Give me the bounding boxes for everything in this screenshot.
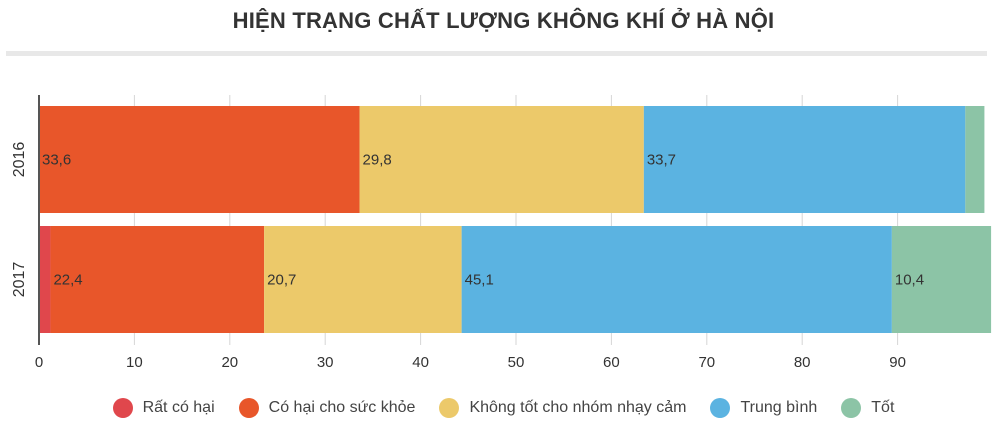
- x-tick-label: 70: [698, 354, 715, 371]
- legend-swatch: [841, 398, 862, 418]
- legend-swatch: [710, 398, 731, 418]
- legend-swatch: [439, 398, 460, 418]
- bar-segment: [359, 106, 644, 213]
- legend-label: Tốt: [871, 399, 895, 416]
- x-tick-label: 20: [221, 354, 238, 371]
- legend-item: Rất có hại: [112, 398, 215, 418]
- chart-title: HIỆN TRẠNG CHẤT LƯỢNG KHÔNG KHÍ Ở HÀ NỘI: [232, 8, 775, 33]
- data-label: 10,4: [895, 272, 924, 289]
- data-label: 20,7: [267, 272, 296, 289]
- bar-segment: [264, 226, 462, 333]
- x-tick-label: 80: [794, 354, 811, 371]
- bar-segment: [891, 226, 992, 333]
- title-divider: [6, 51, 987, 56]
- y-category-label: 2017: [11, 262, 28, 298]
- x-tick-label: 50: [508, 354, 525, 371]
- x-tick-label: 60: [603, 354, 620, 371]
- legend-swatch: [238, 398, 259, 418]
- x-tick-label: 30: [317, 354, 334, 371]
- y-category-label: 2016: [11, 142, 28, 178]
- x-tick-label: 90: [889, 354, 906, 371]
- legend-swatch: [112, 398, 133, 418]
- stacked-bar-chart: 0 10 20 30 40 50 60 70 80 90 33,6 29,8 33,7 2016 22,4 2…: [11, 95, 992, 371]
- bar-segment: [643, 106, 966, 213]
- data-label: 33,7: [647, 152, 676, 169]
- legend-item: Có hại cho sức khỏe: [238, 398, 416, 418]
- bar-segment: [39, 106, 360, 213]
- legend: Rất có hại Có hại cho sức khỏe Không tốt c…: [0, 398, 1007, 418]
- legend-item: Trung bình: [710, 398, 817, 418]
- bar-segment: [39, 226, 51, 333]
- legend-item: Không tốt cho nhóm nhạy cảm: [439, 398, 686, 418]
- x-tick-label: 0: [35, 354, 43, 371]
- data-label: 29,8: [363, 152, 392, 169]
- bar-segment: [965, 106, 985, 213]
- data-label: 33,6: [42, 152, 71, 169]
- legend-item: Tốt: [841, 398, 894, 418]
- legend-label: Không tốt cho nhóm nhạy cảm: [469, 399, 687, 416]
- legend-label: Rất có hại: [142, 399, 215, 416]
- bar-segment: [50, 226, 265, 333]
- legend-label: Trung bình: [740, 399, 818, 416]
- bar-segment: [461, 226, 892, 333]
- legend-label: Có hại cho sức khỏe: [268, 399, 416, 416]
- data-label: 22,4: [53, 272, 82, 289]
- x-tick-label: 10: [126, 354, 143, 371]
- data-label: 45,1: [465, 272, 494, 289]
- x-tick-label: 40: [412, 354, 429, 371]
